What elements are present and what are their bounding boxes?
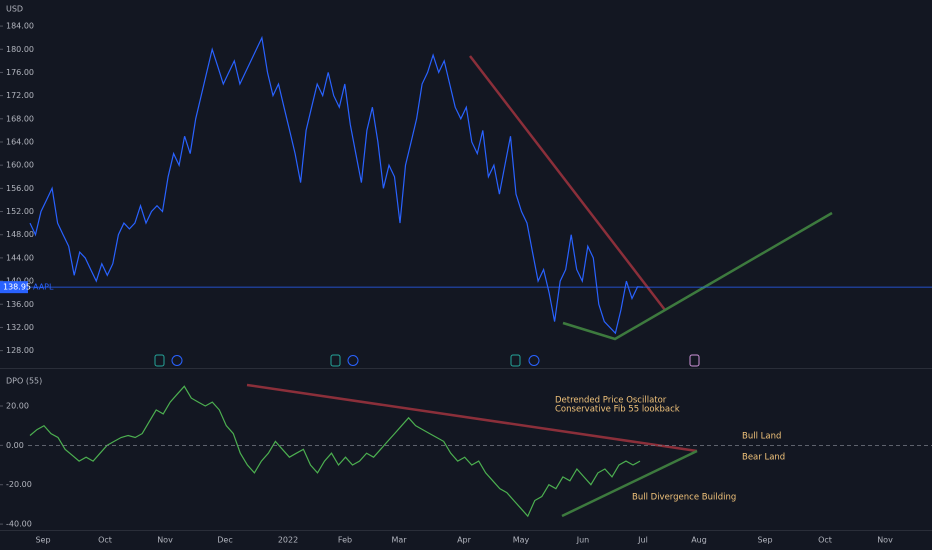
x-tick-label: Sep: [757, 536, 772, 545]
y-tick-label: 156.00: [6, 184, 34, 193]
x-tick-label: May: [513, 536, 530, 545]
y-tick-label: 172.00: [6, 91, 34, 100]
y-tick-label: 140.00: [6, 277, 34, 286]
y-tick-label: -40.00: [6, 520, 32, 529]
price-line: [29, 35, 644, 335]
y-tick-label: 128.00: [6, 346, 34, 355]
x-tick-label: Jul: [637, 536, 648, 545]
annotation: Bull Divergence Building: [632, 493, 736, 503]
price-label: 138.95: [3, 283, 31, 292]
y-tick-label: 164.00: [6, 137, 34, 146]
x-tick-label: Jun: [576, 536, 590, 545]
y-tick-label: 152.00: [6, 207, 34, 216]
price-badge: [0, 281, 28, 294]
x-tick-label: Oct: [98, 536, 112, 545]
y-tick-label: 0.00: [6, 441, 24, 450]
y-tick-label: 20.00: [6, 402, 29, 411]
x-tick-label: Nov: [157, 536, 173, 545]
x-tick-label: Nov: [877, 536, 893, 545]
y-tick-label: -20.00: [6, 480, 32, 489]
trend-line: [469, 55, 666, 311]
symbol-label: AAPL: [33, 283, 54, 292]
y-tick-label: 144.00: [6, 253, 34, 262]
x-tick-label: Apr: [457, 536, 472, 545]
y-tick-label: 176.00: [6, 68, 34, 77]
event-markers: [154, 354, 700, 367]
y-tick-label: 180.00: [6, 45, 34, 54]
trend-line: [246, 383, 698, 453]
y-tick-label: 184.00: [6, 22, 34, 31]
annotation: Bear Land: [742, 453, 785, 463]
y-tick-label: 160.00: [6, 161, 34, 170]
trend-line: [562, 211, 833, 341]
y-tick-label: 136.00: [6, 300, 34, 309]
x-tick-label: Oct: [818, 536, 832, 545]
annotation: Detrended Price Oscillator: [555, 396, 667, 406]
x-tick-label: Feb: [338, 536, 352, 545]
price-line: [29, 385, 641, 518]
annotation: Conservative Fib 55 lookback: [555, 405, 680, 415]
x-tick-label: Sep: [35, 536, 50, 545]
axis-label: USD: [6, 5, 23, 14]
trend-line: [561, 449, 698, 518]
y-tick-label: 168.00: [6, 114, 34, 123]
x-tick-label: 2022: [278, 536, 298, 545]
x-tick-label: Dec: [217, 536, 232, 545]
y-tick-label: 132.00: [6, 323, 34, 332]
y-tick-label: 148.00: [6, 230, 34, 239]
annotation: Bull Land: [742, 432, 781, 442]
x-tick-label: Aug: [691, 536, 707, 545]
indicator-title: DPO (55): [6, 377, 42, 386]
x-tick-label: Mar: [391, 536, 407, 545]
